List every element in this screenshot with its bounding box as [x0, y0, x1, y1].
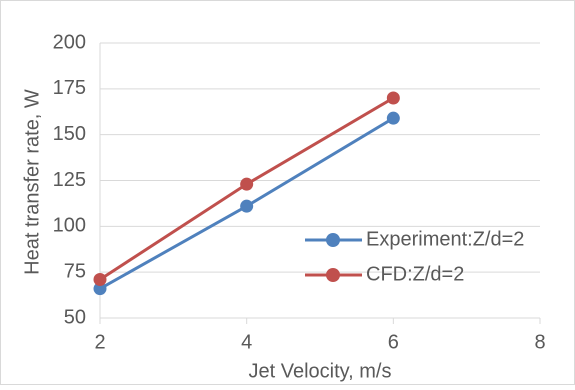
y-tick-label: 150 [53, 123, 86, 145]
data-point [386, 111, 400, 125]
x-tick-label: 6 [388, 331, 399, 353]
legend-label: CFD:Z/d=2 [366, 263, 464, 285]
x-tick-label: 2 [94, 331, 105, 353]
data-point [240, 177, 254, 191]
y-tick-label: 125 [53, 169, 86, 191]
y-tick-label: 75 [64, 260, 86, 282]
data-point [386, 91, 400, 105]
y-tick-label: 200 [53, 31, 86, 53]
x-tick-label: 4 [241, 331, 252, 353]
y-tick-label: 100 [53, 215, 86, 237]
y-tick-label: 175 [53, 77, 86, 99]
y-tick-label: 50 [64, 306, 86, 328]
legend-label: Experiment:Z/d=2 [366, 228, 524, 250]
x-axis-label: Jet Velocity, m/s [248, 360, 391, 382]
y-axis-label: Heat transfer rate, W [21, 89, 43, 275]
data-point [240, 199, 254, 213]
legend-marker [326, 268, 340, 282]
x-tick-label: 8 [534, 331, 545, 353]
data-point [93, 282, 107, 296]
legend-marker [326, 233, 340, 247]
data-point [93, 273, 107, 286]
